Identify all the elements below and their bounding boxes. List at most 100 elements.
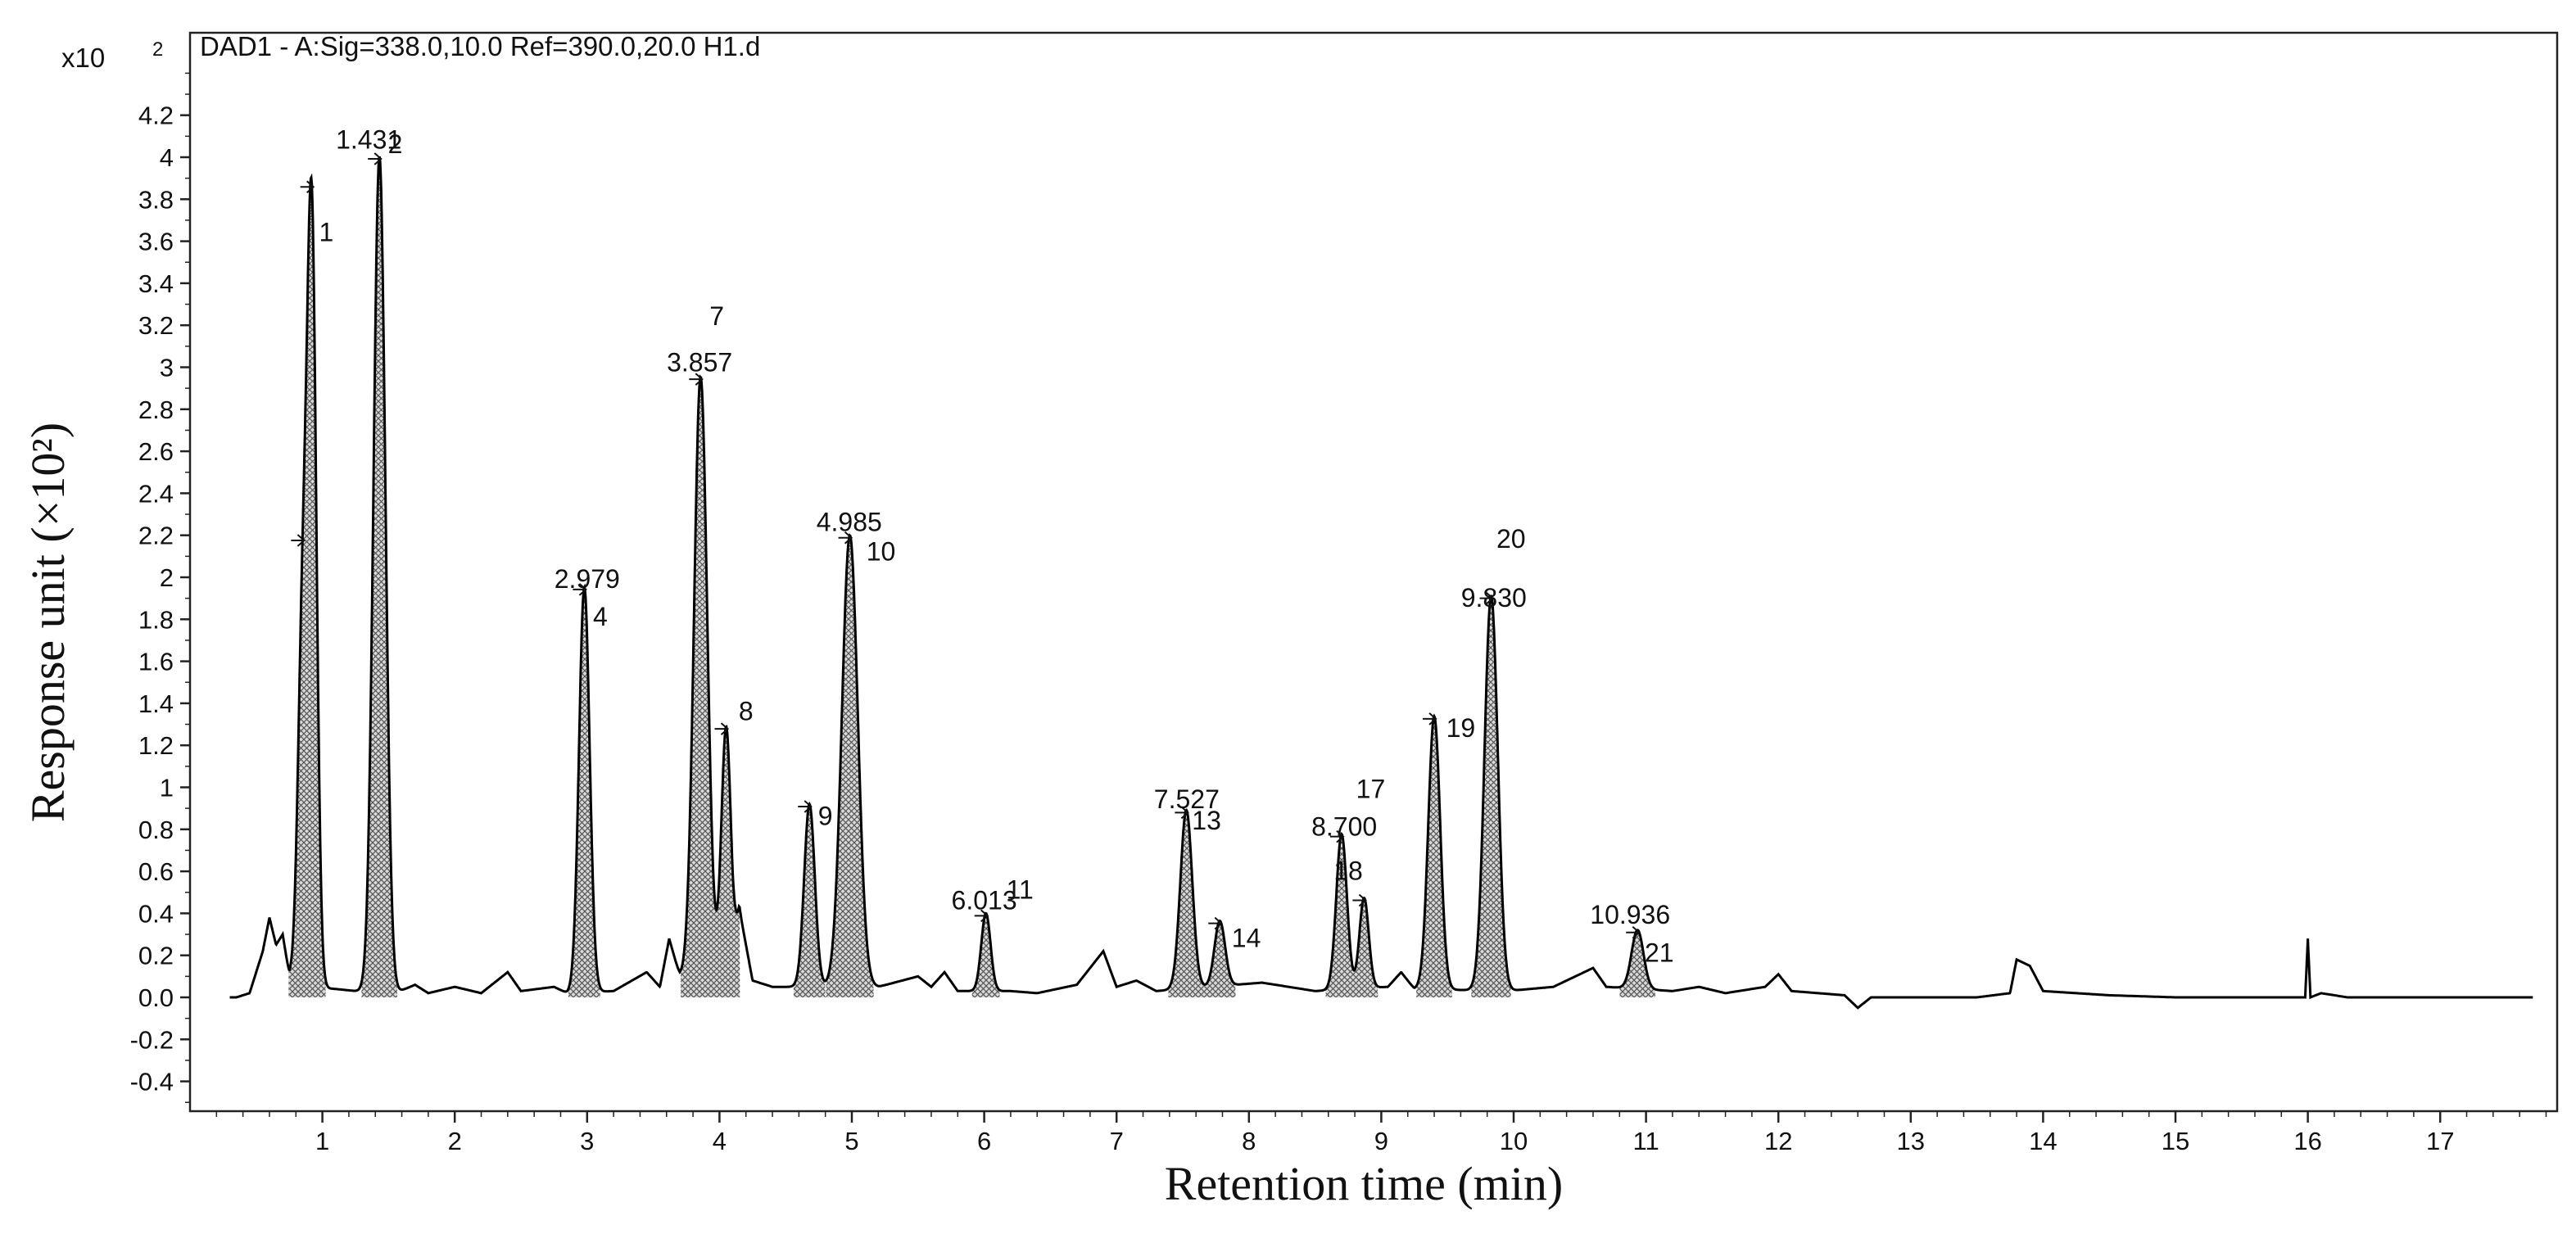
x-tick-label: 14 — [2029, 1127, 2057, 1155]
y-tick-label: 1.4 — [138, 689, 174, 718]
peak-area — [1619, 929, 1656, 997]
peak-marker-arrow — [1428, 712, 1437, 725]
y-tick-label: 3.4 — [138, 269, 174, 298]
peak-marker-arrow — [1632, 926, 1641, 939]
peak-marker-arrow — [1358, 893, 1367, 907]
peak-annotation: 18 — [1333, 856, 1363, 885]
y-tick-label: 0.8 — [138, 816, 174, 844]
peak-marker-arrow — [1180, 806, 1189, 820]
peak-area — [1203, 920, 1236, 997]
peak-markers — [291, 152, 1641, 939]
peak-annotation: 13 — [1192, 806, 1221, 835]
x-tick-label: 16 — [2293, 1127, 2321, 1155]
peak-marker-arrow — [695, 373, 704, 386]
peak-annotation: 14 — [1232, 923, 1261, 952]
x-tick-label: 11 — [1633, 1127, 1659, 1155]
x-axis-label: Retention time (min) — [1165, 1157, 1563, 1210]
y-tick-label: 0.4 — [138, 899, 174, 928]
peak-annotation: 4.985 — [817, 508, 882, 537]
peak-annotation: 7.527 — [1154, 784, 1220, 814]
peak-annotation: 11 — [1007, 875, 1034, 904]
y-tick-label: 4 — [160, 143, 174, 172]
plot-frame — [188, 31, 2559, 1113]
x-tick-label: 9 — [1374, 1127, 1388, 1155]
peak-annotation: 9 — [818, 802, 833, 831]
peak-marker-arrow — [373, 152, 383, 165]
signal-line — [229, 156, 2533, 1010]
y-tick-label: 0.2 — [138, 942, 174, 970]
peak-annotation: 9.830 — [1461, 583, 1527, 612]
peak-annotation: 21 — [1645, 938, 1674, 967]
peak-area — [1471, 595, 1511, 997]
axes: -0.4 -0.2 0.0 0.2 0.4 0.6 0.8 1 1.2 1.4 1.6 1.8 2 2.2… — [130, 31, 2559, 1155]
peak-area — [1325, 834, 1358, 997]
peak-area — [681, 377, 721, 998]
y-tick-label: 1.8 — [138, 605, 174, 634]
x-tick-label: 4 — [713, 1127, 727, 1155]
y-scale-exponent: 2 — [152, 38, 163, 61]
peak-area — [1168, 810, 1205, 997]
peak-marker-arrow — [306, 180, 315, 193]
y-tick-label: 2.6 — [138, 437, 174, 466]
y-axis-label: Response unit (×10²) — [21, 423, 75, 822]
y-tick-label: -0.4 — [130, 1068, 174, 1096]
x-tick-label: 10 — [1500, 1127, 1528, 1155]
y-tick-label: 1.6 — [138, 648, 174, 676]
peak-annotation: 2 — [388, 129, 403, 159]
x-tick-label: 8 — [1242, 1127, 1256, 1155]
y-tick-label: -0.2 — [130, 1025, 174, 1054]
peak-area — [1416, 716, 1452, 997]
peak-annotation: 8.700 — [1311, 811, 1377, 841]
peak-fills — [288, 156, 1656, 998]
x-tick-label: 2 — [448, 1127, 462, 1155]
y-tick-label: 3 — [160, 354, 174, 382]
peak-annotation: 2.979 — [555, 564, 620, 594]
peak-area — [971, 913, 1000, 997]
x-tick-label: 7 — [1110, 1127, 1124, 1155]
peak-annotation: 4 — [593, 602, 608, 631]
peak-annotation: 17 — [1356, 774, 1386, 803]
peak-marker-arrow — [804, 800, 813, 813]
peak-annotation: 7 — [709, 301, 724, 331]
peak-marker-arrow — [1336, 829, 1345, 843]
peak-marker-arrow — [980, 909, 989, 923]
peak-annotation: 1 — [319, 218, 334, 247]
x-tick-label: 6 — [977, 1127, 991, 1155]
x-tick-label: 5 — [844, 1127, 858, 1155]
y-tick-label: 2 — [160, 563, 174, 592]
y-tick-label: 3.6 — [138, 228, 174, 256]
x-tick-label: 1 — [315, 1127, 329, 1155]
peak-marker-arrow — [720, 722, 729, 735]
y-tick-label: 3.8 — [138, 185, 174, 214]
peak-annotation: 10 — [867, 536, 896, 566]
chart-title: DAD1 - A:Sig=338.0,10.0 Ref=390.0,20.0 H… — [200, 31, 760, 61]
y-tick-label: 3.2 — [138, 311, 174, 340]
peak-annotation: 3.857 — [667, 348, 732, 377]
y-scale-label: x10 — [61, 43, 105, 73]
peak-annotation: 20 — [1496, 524, 1526, 554]
peak-annotation: 10.936 — [1590, 900, 1670, 929]
peak-annotation: 6.013 — [952, 885, 1017, 915]
signal-trace — [229, 156, 2533, 1010]
peak-marker-arrow — [297, 534, 306, 547]
peak-area — [712, 726, 740, 997]
peak-marker-arrow — [578, 583, 587, 596]
peak-marker-arrow — [1214, 916, 1223, 930]
peak-marker-arrow — [1485, 591, 1495, 605]
x-tick-label: 15 — [2162, 1127, 2189, 1155]
peak-annotation: 1.431 — [336, 125, 401, 155]
y-tick-label: 4.2 — [138, 102, 174, 130]
x-tick-label: 13 — [1897, 1127, 1925, 1155]
peak-marker-arrow — [844, 531, 853, 545]
y-tick-label: 2.2 — [138, 522, 174, 550]
y-tick-label: 0.6 — [138, 857, 174, 886]
y-tick-label: 1.2 — [138, 731, 174, 760]
x-tick-label: 12 — [1764, 1127, 1792, 1155]
y-tick-label: 1 — [160, 774, 174, 802]
x-tick-label: 3 — [580, 1127, 594, 1155]
peak-area — [793, 804, 826, 997]
y-tick-label: 0.0 — [138, 983, 174, 1012]
peak-area — [1350, 897, 1379, 997]
